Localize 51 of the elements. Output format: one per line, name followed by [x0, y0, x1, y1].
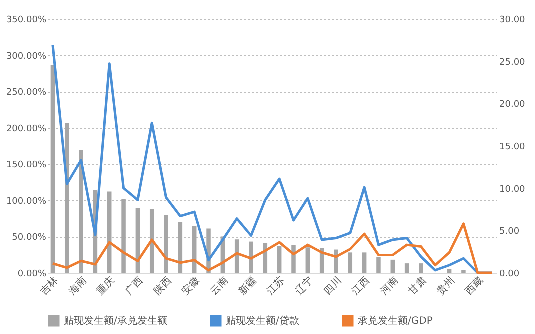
x-tick-label: 江西 [350, 274, 372, 298]
y-tick-label: 250.00% [6, 88, 47, 98]
y-tick-label: 50.00% [12, 233, 47, 244]
bar [376, 257, 381, 273]
bar [50, 65, 56, 273]
y-tick-label: 0.00% [18, 270, 47, 280]
x-tick-label: 河南 [378, 274, 401, 298]
bar [447, 269, 452, 273]
line-series [52, 222, 494, 274]
bar [348, 252, 353, 273]
y-tick-label: 100.00% [6, 196, 47, 207]
bar [362, 252, 367, 273]
x-tick-label: 广西 [123, 274, 146, 298]
bar [107, 192, 112, 273]
x-tick-label: 甘肃 [406, 274, 429, 298]
x-tick-label: 辽宁 [293, 274, 316, 298]
legend-label: 贴现发生额/承兑发生额 [64, 315, 168, 327]
bar [178, 222, 183, 273]
bar [390, 260, 396, 273]
bar [79, 150, 84, 273]
bar [164, 214, 168, 273]
legend-label: 贴现发生额/贷款 [226, 315, 300, 327]
y2-tick-label: 20.00 [500, 100, 526, 110]
x-tick-label: 海南 [66, 274, 90, 298]
bar [249, 242, 254, 273]
x-tick-label: 云南 [208, 274, 231, 298]
y-tick-label: 150.00% [6, 160, 47, 171]
bar [462, 270, 466, 273]
y-tick-label: 350.00% [6, 16, 47, 26]
legend-label: 承兑发生额/GDP [358, 315, 433, 327]
x-tick-label: 贵州 [434, 274, 458, 298]
x-tick-label: 重庆 [94, 274, 118, 298]
y2-tick-label: 5.00 [500, 227, 520, 238]
x-tick-label: 西藏 [463, 274, 486, 298]
y-tick-label: 200.00% [6, 124, 47, 134]
y2-tick-label: 10.00 [500, 184, 526, 195]
bar [122, 198, 126, 273]
bar [306, 248, 310, 273]
y2-tick-label: 0.00 [500, 270, 520, 280]
bar [419, 264, 424, 273]
x-tick-label: 新疆 [236, 274, 260, 298]
y2-tick-label: 25.00 [500, 58, 526, 68]
bar [277, 246, 282, 273]
x-tick-label: 江苏 [264, 274, 288, 298]
x-tick-label: 四川 [321, 274, 344, 298]
bar [404, 264, 410, 273]
x-tick-label: 陕西 [151, 274, 174, 298]
y2-tick-label: 15.00 [500, 142, 526, 152]
x-tick-label: 安徽 [180, 274, 202, 298]
y2-tick-label: 30.00 [500, 16, 526, 26]
y-tick-label: 300.00% [6, 52, 47, 62]
